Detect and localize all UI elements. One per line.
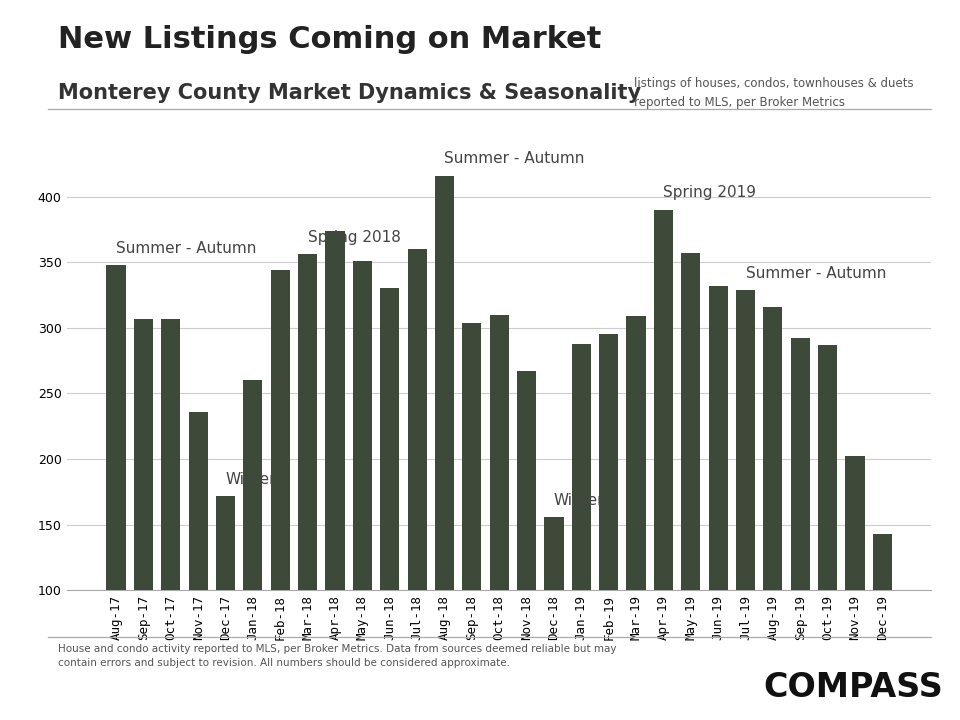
Bar xyxy=(490,315,509,720)
Bar xyxy=(463,323,481,720)
Bar xyxy=(271,270,290,720)
Bar xyxy=(544,517,564,720)
Bar xyxy=(380,289,399,720)
Bar xyxy=(708,286,728,720)
Bar xyxy=(407,249,426,720)
Bar xyxy=(435,176,454,720)
Bar xyxy=(627,316,646,720)
Text: Monterey County Market Dynamics & Seasonality: Monterey County Market Dynamics & Season… xyxy=(58,83,640,103)
Bar xyxy=(599,334,618,720)
Text: Spring 2019: Spring 2019 xyxy=(663,186,756,200)
Bar xyxy=(846,456,865,720)
Text: Spring 2018: Spring 2018 xyxy=(307,230,400,245)
Bar xyxy=(107,265,126,720)
Bar xyxy=(682,253,701,720)
Bar xyxy=(572,343,591,720)
Bar xyxy=(216,496,235,720)
Bar xyxy=(791,338,810,720)
Text: Summer - Autumn: Summer - Autumn xyxy=(116,240,256,256)
Bar xyxy=(517,371,536,720)
Text: New Listings Coming on Market: New Listings Coming on Market xyxy=(58,25,601,54)
Text: Winter: Winter xyxy=(226,472,276,487)
Bar xyxy=(818,345,837,720)
Text: Summer - Autumn: Summer - Autumn xyxy=(746,266,886,281)
Bar xyxy=(298,254,317,720)
Text: Winter: Winter xyxy=(554,492,605,508)
Text: listings of houses, condos, townhouses & duets
reported to MLS, per Broker Metri: listings of houses, condos, townhouses &… xyxy=(634,77,913,109)
Bar xyxy=(763,307,782,720)
Bar xyxy=(873,534,892,720)
Bar xyxy=(736,289,756,720)
Bar xyxy=(161,319,180,720)
Bar xyxy=(188,412,207,720)
Bar xyxy=(352,261,372,720)
Bar xyxy=(654,210,673,720)
Text: House and condo activity reported to MLS, per Broker Metrics. Data from sources : House and condo activity reported to MLS… xyxy=(58,644,616,668)
Text: COMPASS: COMPASS xyxy=(763,671,943,704)
Text: Summer - Autumn: Summer - Autumn xyxy=(444,151,585,166)
Bar xyxy=(325,230,345,720)
Bar xyxy=(243,380,262,720)
Bar xyxy=(133,319,153,720)
